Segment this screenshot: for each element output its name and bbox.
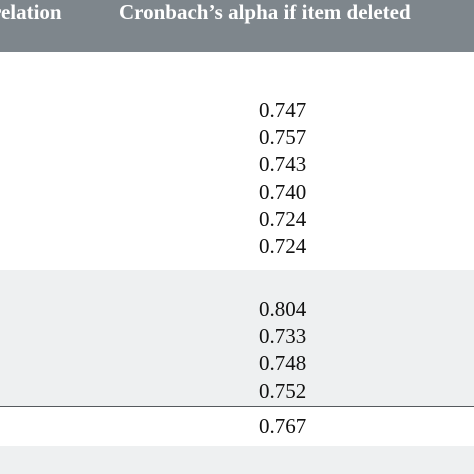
- table-cell-alpha: 0.733: [259, 324, 307, 348]
- table-cell-alpha: 0.724: [259, 207, 307, 231]
- table-cell-alpha: 0.757: [259, 125, 307, 149]
- table-header: relation Cronbach’s alpha if item delete…: [0, 0, 474, 52]
- column-header-correlation: relation: [0, 0, 62, 24]
- group-2-band: [0, 270, 474, 406]
- column-header-alpha-if-deleted: Cronbach’s alpha if item deleted: [119, 0, 411, 24]
- group-1-band: [0, 52, 474, 270]
- total-band: [0, 406, 474, 446]
- table-cell-alpha-total: 0.767: [259, 414, 307, 438]
- footer-band: [0, 446, 474, 474]
- table-cell-alpha: 0.752: [259, 379, 307, 403]
- table-cell-alpha: 0.743: [259, 152, 307, 176]
- table-cell-alpha: 0.724: [259, 234, 307, 258]
- total-divider: [0, 406, 474, 407]
- table-cell-alpha: 0.748: [259, 351, 307, 375]
- table-cell-alpha: 0.747: [259, 98, 307, 122]
- table-cell-alpha: 0.740: [259, 180, 307, 204]
- table-cell-alpha: 0.804: [259, 297, 307, 321]
